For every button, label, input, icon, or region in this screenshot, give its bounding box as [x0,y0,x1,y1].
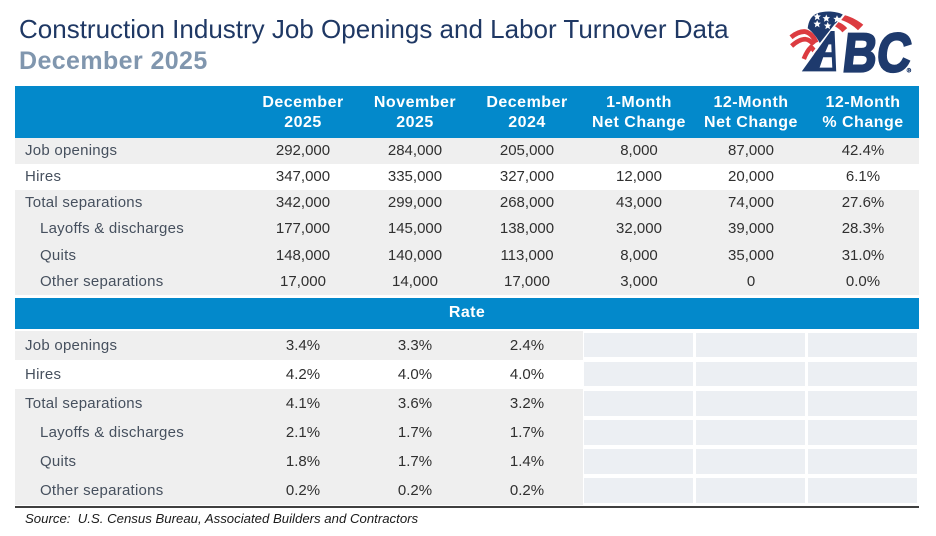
svg-text:BC: BC [840,22,915,78]
svg-text:R: R [908,68,912,73]
